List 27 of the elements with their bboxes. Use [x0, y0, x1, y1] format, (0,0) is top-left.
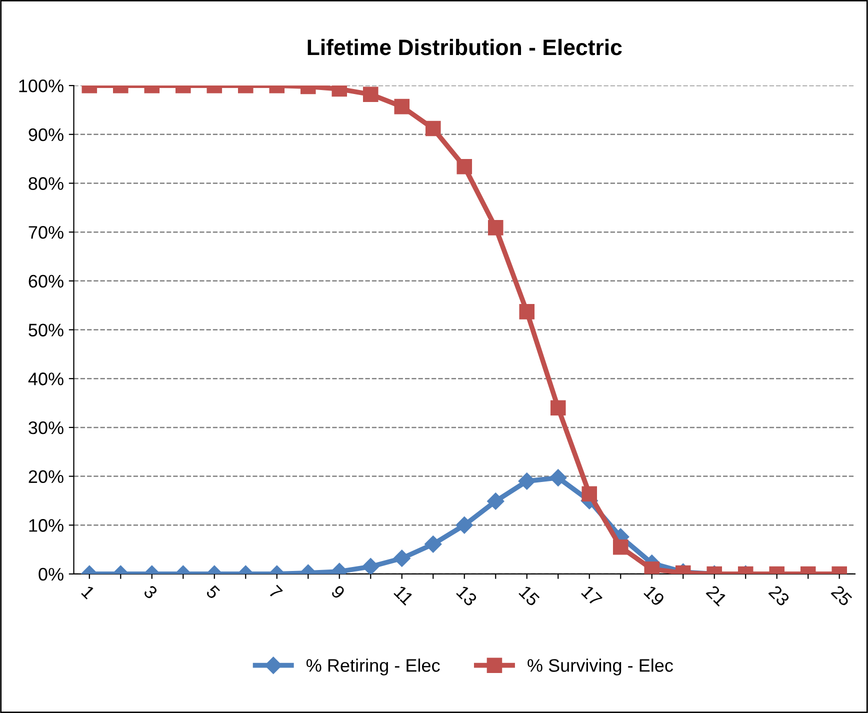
x-tick-label: 3: [143, 584, 158, 600]
x-tick-label: 25: [830, 584, 853, 607]
x-tick-label: 7: [268, 584, 283, 600]
y-tick-label: 10%: [29, 519, 64, 532]
y-tick-label: 20%: [28, 470, 64, 484]
x-tick-label: 5: [206, 584, 220, 600]
y-tick-label: 30%: [28, 421, 64, 434]
x-tick-label: 17: [581, 585, 602, 606]
y-tick-label: 90%: [28, 128, 64, 142]
chart-title: Lifetime Distribution - Electric: [308, 38, 622, 56]
x-tick-label: 9: [330, 584, 346, 600]
y-tick-label: 40%: [28, 372, 64, 386]
y-tick-label: 70%: [28, 226, 64, 239]
x-tick-label: 19: [643, 585, 666, 607]
y-tick-label: 0%: [38, 568, 64, 581]
x-tick-label: 23: [768, 584, 790, 607]
y-tick-label: 100%: [19, 79, 64, 92]
x-tick-label: 11: [394, 585, 414, 606]
x-tick-label: 15: [518, 585, 540, 607]
y-tick-label: 60%: [28, 274, 64, 288]
x-tick-label: 1: [81, 585, 96, 600]
y-tick-label: 50%: [28, 324, 64, 336]
legend-label: % Surviving - Elec: [528, 658, 673, 676]
x-tick-label: 21: [706, 584, 728, 607]
legend-label: % Retiring - Elec: [306, 658, 440, 676]
x-tick-label: 13: [456, 585, 478, 607]
y-tick-label: 80%: [28, 177, 64, 190]
